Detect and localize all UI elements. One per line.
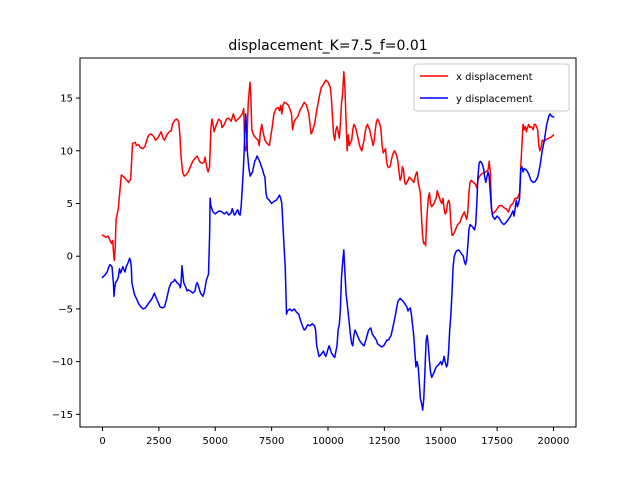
y-tick-label: 10 [60, 146, 73, 157]
y-tick-label: −5 [58, 304, 73, 315]
y-tick-label: 15 [60, 94, 73, 105]
legend-box [413, 63, 570, 112]
legend-label-x-displacement: x displacement [456, 72, 533, 83]
y-tick-label: 5 [67, 199, 73, 210]
y-tick-label: −15 [52, 410, 73, 421]
series-line-y-displacement [101, 113, 555, 411]
legend-label-y-displacement: y displacement [456, 94, 533, 105]
y-tick-label: −10 [52, 357, 73, 368]
x-tick-label: 10000 [312, 436, 344, 447]
series-line-x-displacement [101, 70, 555, 262]
plot-frame [79, 57, 577, 428]
x-tick-label: 2500 [146, 436, 171, 447]
y-tick-label: 0 [67, 252, 73, 263]
x-tick-label: 12500 [368, 436, 400, 447]
x-tick-label: 15000 [425, 436, 457, 447]
chart-title: displacement_K=7.5_f=0.01 [228, 38, 427, 54]
x-tick-label: 20000 [538, 436, 570, 447]
x-tick-label: 7500 [259, 436, 284, 447]
x-tick-label: 17500 [481, 436, 513, 447]
x-tick-label: 0 [99, 436, 105, 447]
x-tick-label: 5000 [203, 436, 228, 447]
legend: x displacement y displacement [413, 63, 570, 112]
